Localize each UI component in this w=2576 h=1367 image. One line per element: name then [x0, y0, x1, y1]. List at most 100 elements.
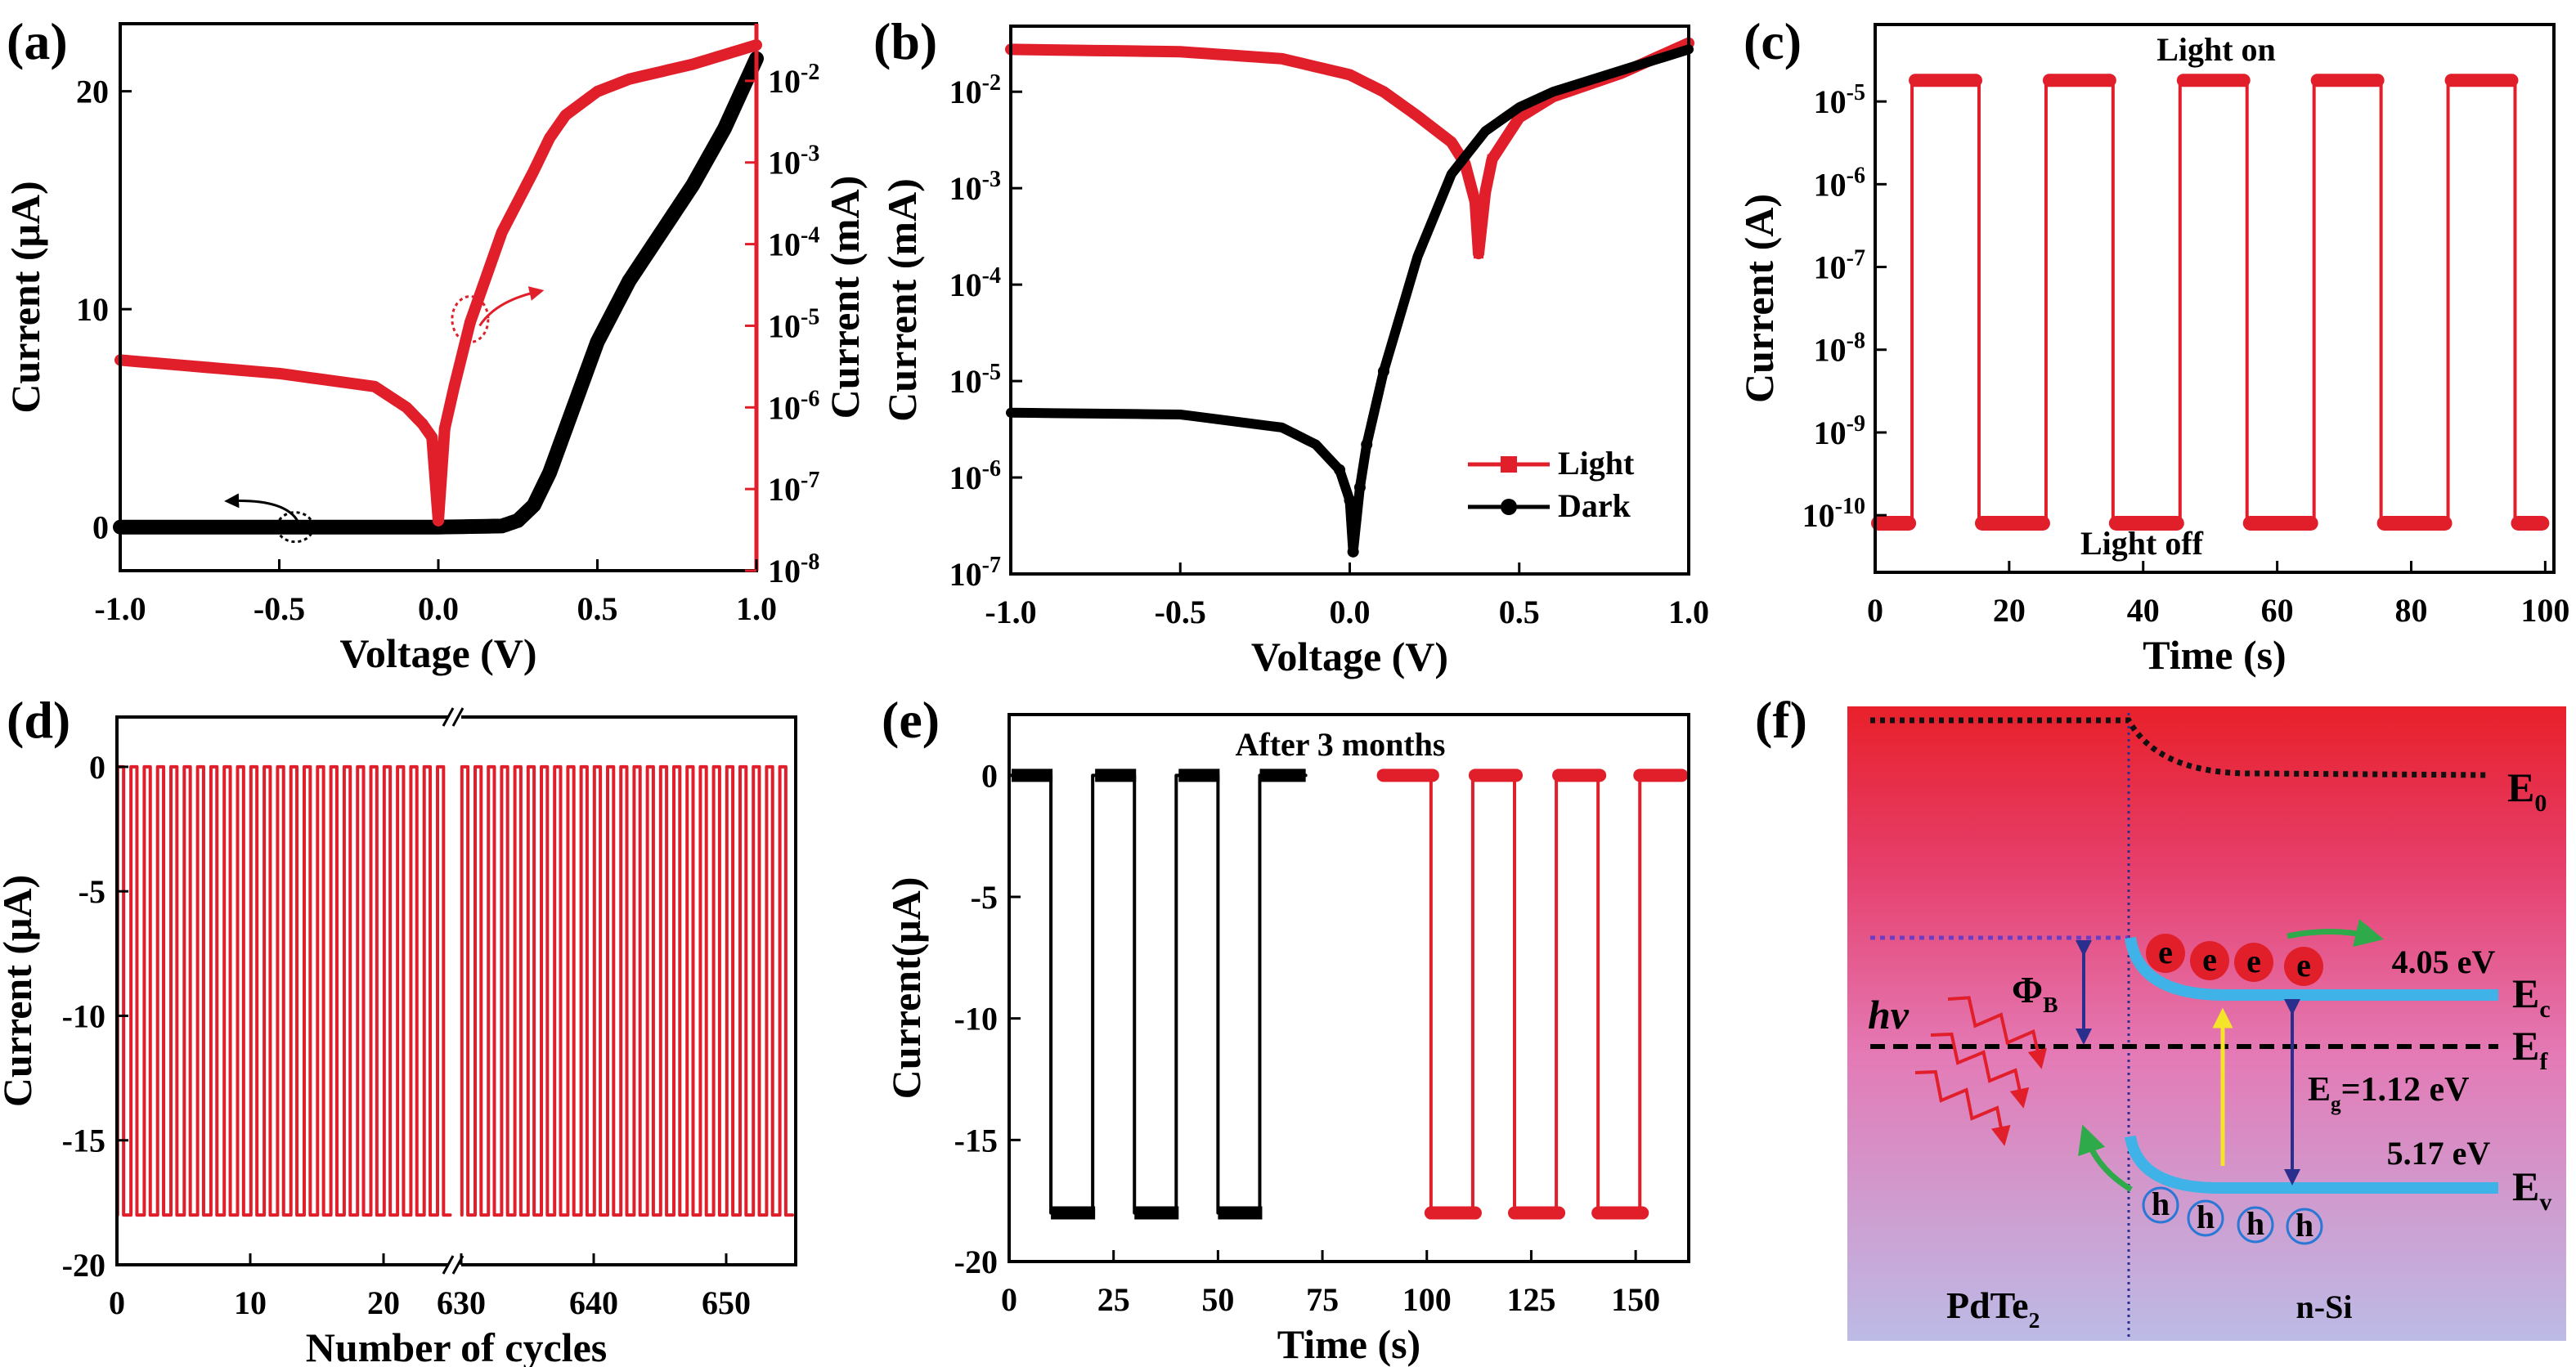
- photon-wave-arrow-icon: [1914, 1069, 2011, 1146]
- y-tick-label: 10-4: [768, 223, 819, 263]
- series-dark-marker: [1344, 494, 1356, 506]
- y-tick-label: 0: [89, 749, 105, 786]
- arrow-right-axis-icon: [478, 286, 545, 327]
- x-tick-label: 25: [1097, 1281, 1130, 1318]
- x-tick-label: -0.5: [1155, 594, 1206, 630]
- y-tick-label: 10-8: [768, 549, 819, 589]
- y-tick-label: 10-7: [949, 553, 1001, 593]
- y-tick-label: 0: [92, 509, 109, 546]
- legend-marker-circle-icon: [1501, 499, 1517, 515]
- x-tick-label: 40: [2127, 592, 2160, 629]
- right-material-label: n-Si: [2296, 1289, 2353, 1325]
- series-light-marker: [1480, 187, 1491, 198]
- photon-hv-label: hv: [1868, 992, 1910, 1038]
- barrier-label: ΦB: [2012, 969, 2058, 1017]
- hole-label: h: [2246, 1205, 2264, 1242]
- legend-label: Light: [1558, 445, 1635, 482]
- electron-label: e: [2246, 943, 2261, 979]
- y-tick-label: 10-3: [949, 167, 1001, 207]
- y-tick-label: 10-4: [949, 263, 1001, 303]
- legend: Light Dark: [1468, 445, 1635, 524]
- photon-wave-arrow-icon: [1930, 1032, 2030, 1109]
- arrow-left-axis-icon: [224, 493, 303, 534]
- series-light-marker: [448, 380, 460, 392]
- panel-c-chart: 0 20 40 60 80 100 10-10 10-9 10-8 10-7 10-6 10-5 Tim…: [1736, 23, 2569, 678]
- y-axis-title: Current (μA): [2, 181, 48, 413]
- panel-a-chart: -1.0 -0.5 0.0 0.5 1.0 0 10 20 10-8 10-7 10-6 10-5 10…: [2, 22, 868, 676]
- series-light-marker: [1470, 196, 1480, 207]
- x-tick-label: 50: [1201, 1281, 1234, 1318]
- x-tick-label: 20: [367, 1284, 400, 1321]
- x-tick-label: -1.0: [94, 590, 146, 627]
- dotted-circle-annotation: [276, 511, 315, 544]
- x-tick-label: 60: [2261, 592, 2294, 629]
- x-tick-label: 0.0: [418, 590, 459, 627]
- series-light-marker: [1487, 154, 1497, 164]
- electron-icon: [2190, 941, 2229, 980]
- dotted-circle-annotation: [451, 295, 490, 344]
- after-3-months-annotation: After 3 months: [1235, 726, 1445, 763]
- panel-e-chart: 0 25 50 75 100 125 150 0 -5 -10 -15 -20 Time (s) Curr…: [883, 713, 1690, 1367]
- panel-label: (f): [1755, 691, 1807, 749]
- y-axis-title: Current (A): [1736, 194, 1782, 403]
- hole-label: h: [2296, 1207, 2313, 1244]
- y-tick-label: 10-3: [768, 141, 819, 182]
- hole-icon: [2142, 1186, 2179, 1224]
- y-tick-label: 10-5: [949, 360, 1001, 400]
- electron-label: e: [2158, 934, 2173, 970]
- y-tick-label: 0: [981, 757, 998, 794]
- y-axis-title: Current (μA): [0, 875, 40, 1107]
- x-axis-title: Time (s): [1277, 1321, 1420, 1367]
- y-tick-label: -15: [62, 1123, 105, 1159]
- y-tick-label: 10-7: [1814, 246, 1865, 286]
- hole-label: h: [2152, 1185, 2170, 1222]
- ev-label: Ev: [2512, 1163, 2551, 1216]
- hole-icon: [2237, 1206, 2274, 1244]
- e0-label: E0: [2507, 764, 2547, 817]
- y-tick-label: 10: [76, 291, 109, 328]
- bandgap-label: Eg=1.12 eV: [2308, 1071, 2470, 1115]
- x-tick-label: 0: [1867, 592, 1883, 629]
- panel-label: (a): [7, 12, 68, 70]
- y-tick-label: -5: [971, 879, 998, 916]
- legend-label: Dark: [1558, 487, 1631, 524]
- panel-b-chart: -1.0 -0.5 0.0 0.5 1.0 10-7 10-6 10-5 10-4 10-3 10-…: [879, 25, 1709, 679]
- x-axis-title: Voltage (V): [1251, 634, 1448, 679]
- series-light-marker: [464, 316, 476, 329]
- x-tick-label: -1.0: [985, 594, 1036, 630]
- x-tick-label: 125: [1506, 1281, 1555, 1318]
- ec-energy-label: 4.05 eV: [2392, 943, 2496, 980]
- x-tick-label: 1.0: [736, 590, 777, 627]
- series-light-marker: [426, 431, 438, 443]
- vacuum-level-e0: [1870, 717, 2488, 778]
- x-tick-label: 100: [2520, 592, 2569, 629]
- x-tick-label: 0.5: [577, 590, 618, 627]
- x-tick-label: 640: [569, 1284, 618, 1321]
- series-dark-marker: [1347, 545, 1359, 558]
- plot-frame: [1008, 713, 1690, 1263]
- y-tick-label: 20: [76, 74, 109, 110]
- series-light-line: [114, 39, 762, 527]
- y-tick-label: -20: [954, 1244, 998, 1280]
- electron-label: e: [2296, 947, 2311, 984]
- ec-label: Ec: [2512, 970, 2551, 1023]
- series-cycle-line: [460, 764, 794, 1217]
- series-light-marker: [416, 418, 429, 430]
- y-tick-label: 10-7: [768, 468, 819, 508]
- series-light-marker: [1474, 249, 1484, 259]
- band-diagram-background: [1847, 706, 2566, 1341]
- electron-flow-arrow-icon: [2287, 919, 2385, 948]
- y-tick-label: -10: [954, 1001, 998, 1038]
- ev-energy-label: 5.17 eV: [2387, 1135, 2491, 1172]
- y-tick-label: 10-6: [768, 386, 819, 426]
- x-tick-label: 75: [1306, 1281, 1339, 1318]
- series-dark-line: [113, 51, 764, 535]
- x-tick-label: 10: [234, 1284, 267, 1321]
- plot-frame: [1874, 23, 2556, 574]
- light-off-annotation: Light off: [2080, 525, 2204, 562]
- hole-icon: [2286, 1208, 2323, 1245]
- y-tick-label: -20: [62, 1247, 105, 1284]
- x-tick-label: -0.5: [254, 590, 305, 627]
- electron-icon: [2146, 934, 2185, 973]
